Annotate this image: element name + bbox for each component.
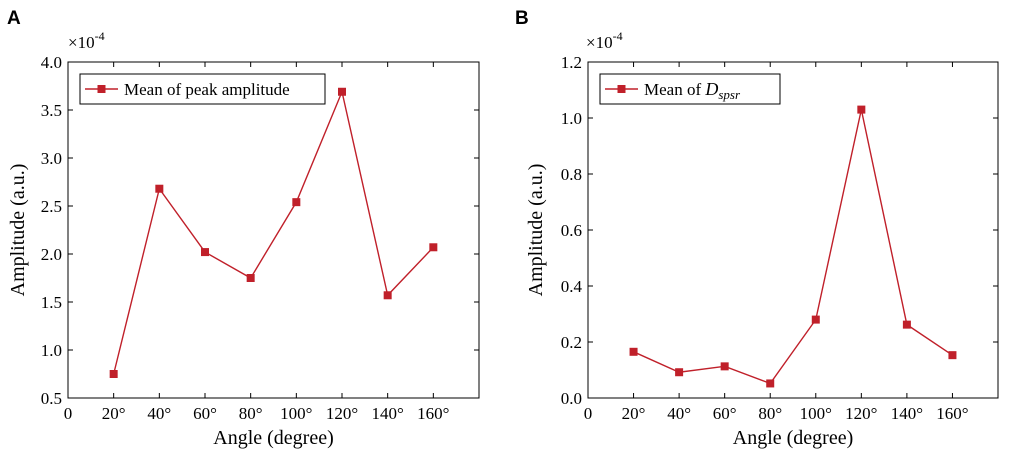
y-multiplier-exponent: -4 xyxy=(613,29,623,43)
x-tick-label: 140° xyxy=(891,404,923,423)
data-point-marker xyxy=(383,291,392,300)
legend-label-part: spsr xyxy=(718,87,741,102)
plot-frame xyxy=(67,61,480,399)
legend-label-part: Mean of xyxy=(644,80,705,99)
data-point-marker xyxy=(155,184,164,193)
y-multiplier-exponent: -4 xyxy=(95,29,105,43)
data-point-marker xyxy=(720,362,729,371)
x-tick-label: 160° xyxy=(936,404,968,423)
legend-marker xyxy=(617,85,626,93)
data-point-marker xyxy=(675,368,684,377)
y-tick-label: 1.2 xyxy=(561,53,582,72)
data-point-marker xyxy=(429,243,438,252)
y-tick-label: 1.5 xyxy=(41,293,62,312)
data-point-marker xyxy=(338,87,346,96)
x-tick-label: 120° xyxy=(326,404,358,423)
y-axis-label: Amplitude (a.u.) xyxy=(7,164,29,297)
data-point-marker xyxy=(811,315,820,324)
y-multiplier: ×10-4 xyxy=(68,29,105,52)
legend-box xyxy=(79,73,326,105)
data-point-marker xyxy=(246,274,255,282)
x-axis-label: Angle (degree) xyxy=(733,427,854,449)
series-line xyxy=(112,89,434,375)
x-tick-label: 100° xyxy=(800,404,832,423)
y-tick-label: 1.0 xyxy=(561,109,582,128)
data-point-marker xyxy=(948,351,957,360)
x-tick-label: 100° xyxy=(280,404,312,423)
y-tick-label: 0.8 xyxy=(561,165,582,184)
x-tick-label: 80° xyxy=(239,404,263,423)
x-tick-label: 140° xyxy=(372,404,404,423)
x-axis-label: Angle (degree) xyxy=(213,427,334,449)
y-tick-label: 0.4 xyxy=(561,277,583,296)
data-point-marker xyxy=(766,379,775,388)
y-tick-label: 0.0 xyxy=(561,389,582,408)
legend-marker xyxy=(97,85,106,93)
y-tick-label: 2.5 xyxy=(41,197,62,216)
y-multiplier-base: ×10 xyxy=(68,33,95,52)
y-tick-label: 0.6 xyxy=(561,221,582,240)
x-tick-label: 80° xyxy=(758,404,782,423)
panel-letter: B xyxy=(515,8,529,29)
y-tick-label: 3.0 xyxy=(41,149,62,168)
x-tick-label: 120° xyxy=(845,404,877,423)
chart-panel-a: A ×10-4 0.5 1.0 1.5 2.0 2.5 3.0 3.5 4.0 0 20° 40° 60°… xyxy=(7,8,480,449)
x-tick-label: 20° xyxy=(102,404,126,423)
x-tick-label: 20° xyxy=(622,404,646,423)
data-point-marker xyxy=(629,347,638,356)
x-tick-label: 60° xyxy=(193,404,217,423)
y-multiplier: ×10-4 xyxy=(586,29,623,52)
legend-label-part: D xyxy=(704,79,718,99)
x-tick-label: 60° xyxy=(713,404,737,423)
data-point-marker xyxy=(857,105,866,114)
data-point-marker xyxy=(292,198,301,207)
legend-label: Mean of Dspsr xyxy=(644,79,741,102)
legend-label-part: Mean of peak amplitude xyxy=(124,80,290,99)
y-multiplier-base: ×10 xyxy=(586,33,613,52)
y-tick-label: 2.0 xyxy=(41,245,62,264)
x-tick-label: 0 xyxy=(64,404,73,423)
y-tick-label: 1.0 xyxy=(41,341,62,360)
x-tick-label: 40° xyxy=(667,404,691,423)
y-tick-label: 4.0 xyxy=(41,53,62,72)
x-tick-label: 0 xyxy=(584,404,593,423)
legend-label: Mean of peak amplitude xyxy=(124,80,290,99)
data-point-marker xyxy=(109,370,118,378)
data-point-marker xyxy=(201,248,209,257)
y-tick-label: 3.5 xyxy=(41,101,62,120)
y-tick-label: 0.5 xyxy=(41,389,62,408)
panel-letter: A xyxy=(7,8,21,29)
y-axis-label: Amplitude (a.u.) xyxy=(525,164,547,297)
chart-panel-b: B ×10-4 0.0 0.2 0.4 0.6 0.8 1.0 1.2 0 20° 40° 60° 80°… xyxy=(515,8,999,449)
series-line xyxy=(633,109,953,385)
x-tick-label: 160° xyxy=(417,404,449,423)
y-tick-label: 0.2 xyxy=(561,333,582,352)
x-tick-label: 40° xyxy=(147,404,171,423)
data-point-marker xyxy=(902,320,911,329)
